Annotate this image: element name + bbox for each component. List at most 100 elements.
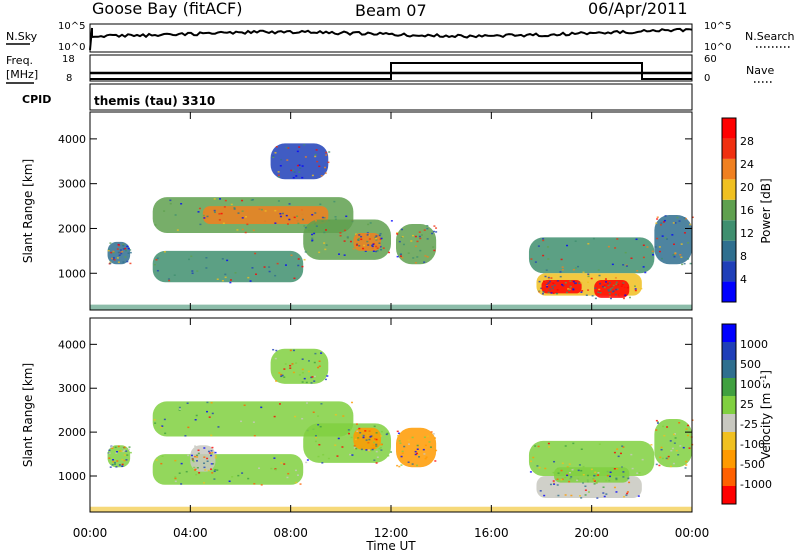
echo-speckle	[416, 444, 419, 447]
echo-speckle	[311, 237, 314, 240]
echo-speckle	[373, 459, 376, 461]
echo-speckle	[362, 436, 365, 439]
echo-speckle	[203, 462, 206, 465]
echo-speckle	[334, 444, 337, 446]
echo-speckle	[574, 282, 577, 284]
echo-speckle	[432, 246, 435, 248]
echo-speckle	[194, 445, 197, 447]
echo-speckle	[568, 289, 571, 292]
echo-speckle	[626, 286, 629, 289]
echo-speckle	[572, 442, 575, 445]
echo-speckle	[418, 231, 421, 233]
echo-speckle	[180, 483, 183, 485]
echo-speckle	[607, 284, 610, 287]
echo-speckle	[638, 472, 641, 474]
echo-speckle	[191, 459, 194, 461]
echo-speckle	[211, 472, 214, 474]
echo-speckle	[666, 458, 669, 460]
echo-speckle	[390, 220, 393, 222]
echo-speckle	[211, 446, 214, 449]
echo-speckle	[293, 216, 296, 219]
echo-speckle	[568, 463, 571, 465]
echo-speckle	[124, 247, 127, 250]
echo-speckle	[283, 368, 286, 370]
echo-speckle	[686, 434, 689, 437]
echo-speckle	[607, 245, 610, 248]
echo-speckle	[580, 291, 583, 293]
echo-speckle	[334, 216, 337, 218]
echo-speckle	[274, 209, 277, 212]
colorbar-segment	[722, 118, 736, 139]
echo-speckle	[551, 287, 554, 290]
colorbar-segment	[722, 342, 736, 360]
echo-speckle	[366, 234, 369, 236]
echo-speckle	[318, 365, 321, 368]
echo-speckle	[247, 276, 250, 279]
echo-speckle	[123, 449, 126, 452]
echo-speckle	[311, 233, 314, 236]
echo-speckle	[299, 483, 302, 485]
echo-speckle	[672, 462, 675, 465]
colorbar-segment	[722, 378, 736, 396]
echo-speckle	[582, 465, 585, 468]
echo-speckle	[307, 360, 310, 362]
echo-speckle	[407, 443, 410, 445]
echo-speckle	[348, 432, 351, 435]
echo-speckle	[160, 462, 163, 465]
echo-speckle	[122, 450, 125, 453]
velocity-panel-frame	[89, 317, 693, 513]
echo-speckle	[296, 150, 299, 153]
echo-speckle	[685, 464, 688, 466]
echo-speckle	[234, 272, 237, 274]
echo-speckle	[371, 245, 374, 248]
echo-speckle	[297, 264, 300, 267]
echo-speckle	[321, 462, 324, 464]
echo-speckle	[113, 463, 116, 465]
echo-speckle	[584, 489, 587, 491]
echo-speckle	[641, 458, 644, 461]
echo-speckle	[285, 214, 288, 217]
echo-speckle	[661, 235, 664, 237]
echo-speckle	[534, 445, 537, 447]
echo-speckle	[368, 438, 371, 441]
time-axis-label: Time UT	[365, 539, 416, 553]
y-tick-label: 4000	[58, 338, 86, 351]
echo-speckle	[557, 472, 560, 474]
echo-speckle	[546, 246, 549, 248]
echo-speckle	[312, 411, 315, 414]
echo-speckle	[671, 447, 674, 450]
echo-speckle	[110, 446, 113, 448]
echo-speckle	[661, 457, 664, 460]
echo-speckle	[218, 219, 221, 221]
echo-speckle	[399, 442, 402, 444]
echo-speckle	[552, 280, 555, 282]
echo-speckle	[672, 222, 675, 224]
echo-speckle	[224, 199, 227, 202]
echo-speckle	[666, 426, 669, 428]
power-panel: 1000 2000 3000 4000 Slant Range [km] 28 24 20…	[21, 111, 773, 311]
echo-speckle	[224, 273, 227, 276]
echo-speckle	[561, 462, 564, 465]
echo-speckle	[547, 276, 550, 279]
echo-speckle	[633, 285, 636, 287]
echo-speckle	[605, 479, 608, 482]
echo-speckle	[210, 434, 213, 437]
echo-speckle	[305, 381, 308, 384]
power-echoes	[90, 143, 694, 310]
echo-speckle	[427, 435, 430, 438]
echo-speckle	[399, 255, 402, 257]
echo-speckle	[314, 212, 317, 214]
echo-speckle	[609, 471, 612, 474]
time-axis: 00:00 04:00 08:00 12:00 16:00 20:00 00:00	[73, 526, 710, 540]
echo-speckle	[203, 456, 206, 458]
echo-speckle	[385, 433, 388, 436]
echo-speckle	[305, 402, 308, 404]
echo-speckle	[350, 401, 353, 404]
echo-speckle	[343, 240, 346, 242]
echo-speckle	[548, 446, 551, 448]
y-tick-label: 2000	[58, 426, 86, 439]
echo-speckle	[307, 370, 310, 373]
echo-speckle	[198, 207, 201, 210]
echo-speckle	[667, 455, 670, 458]
echo-speckle	[374, 236, 377, 239]
